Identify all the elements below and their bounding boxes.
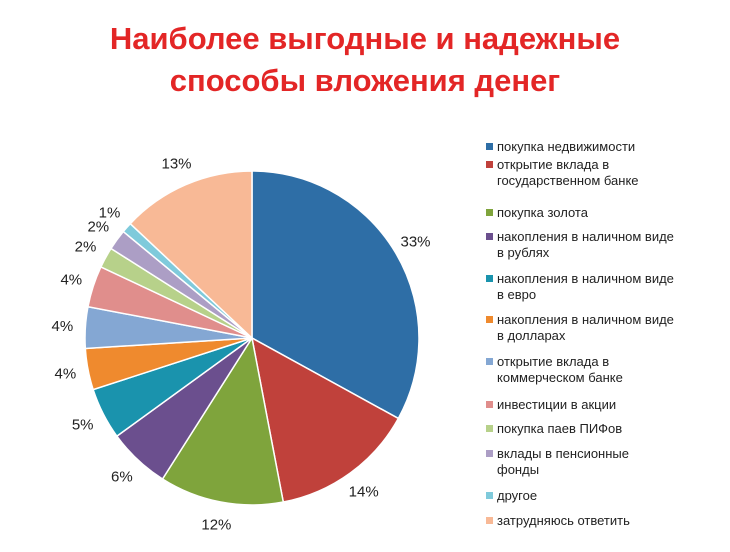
slice-value-label: 14% (349, 484, 379, 501)
legend-item: покупка золота (486, 205, 589, 220)
pie-slice (129, 170, 253, 340)
chart-title-line-2: способы вложения денег (169, 63, 561, 98)
legend-label: коммерческом банке (497, 370, 623, 385)
legend-swatch (486, 492, 493, 499)
legend-item: инвестиции в акции (486, 397, 616, 412)
legend-label: вклады в пенсионные (497, 446, 629, 461)
slice-value-label: 1% (99, 204, 121, 221)
pie-value-labels: 33%14%12%6%5%4%4%4%2%2%1%13% (52, 156, 431, 534)
slice-value-label: 5% (72, 416, 94, 433)
legend-label: покупка золота (497, 205, 589, 220)
legend-label: затрудняюсь ответить (497, 513, 630, 528)
chart-title-line-1: Наиболее выгодные и надежные (109, 21, 621, 56)
legend-label: покупка недвижимости (497, 139, 635, 154)
slice-value-label: 2% (75, 239, 97, 256)
legend-label: открытие вклада в (497, 354, 609, 369)
legend-label: накопления в наличном виде (497, 271, 674, 286)
legend-item: покупка недвижимости (486, 139, 635, 154)
legend-swatch (486, 517, 493, 524)
legend-label: инвестиции в акции (497, 397, 616, 412)
legend-item: другое (486, 488, 537, 503)
legend-swatch (486, 358, 493, 365)
legend-label: накопления в наличном виде (497, 229, 674, 244)
slice-value-label: 12% (201, 517, 231, 534)
legend-label: в рублях (497, 245, 550, 260)
legend-label: фонды (497, 462, 539, 477)
legend-swatch (486, 161, 493, 168)
legend-swatch (486, 316, 493, 323)
slice-value-label: 33% (400, 233, 430, 250)
legend-label: другое (497, 488, 537, 503)
legend-swatch (486, 209, 493, 216)
legend-label: государственном банке (497, 173, 639, 188)
pie-slice (250, 336, 400, 503)
chart-title: Наиболее выгодные и надежные способы вло… (0, 18, 730, 102)
legend-swatch (486, 401, 493, 408)
legend-label: в долларах (497, 328, 566, 343)
legend-label: в евро (497, 287, 536, 302)
slice-value-label: 4% (60, 271, 82, 288)
legend-swatch (486, 450, 493, 457)
pie-slice (161, 335, 285, 506)
slice-value-label: 13% (161, 156, 191, 173)
legend-label: покупка паев ПИФов (497, 421, 622, 436)
legend-label: открытие вклада в (497, 157, 609, 172)
legend-swatch (486, 275, 493, 282)
legend-label: накопления в наличном виде (497, 312, 674, 327)
legend-item: затрудняюсь ответить (486, 513, 630, 528)
legend-swatch (486, 233, 493, 240)
slice-value-label: 4% (55, 366, 77, 383)
legend-swatch (486, 143, 493, 150)
legend-item: покупка паев ПИФов (486, 421, 622, 436)
slice-value-label: 2% (87, 218, 109, 235)
legend-swatch (486, 425, 493, 432)
pie-slice (251, 170, 420, 420)
pie-slices (84, 170, 420, 506)
slice-value-label: 6% (111, 469, 133, 486)
slice-value-label: 4% (52, 318, 74, 335)
